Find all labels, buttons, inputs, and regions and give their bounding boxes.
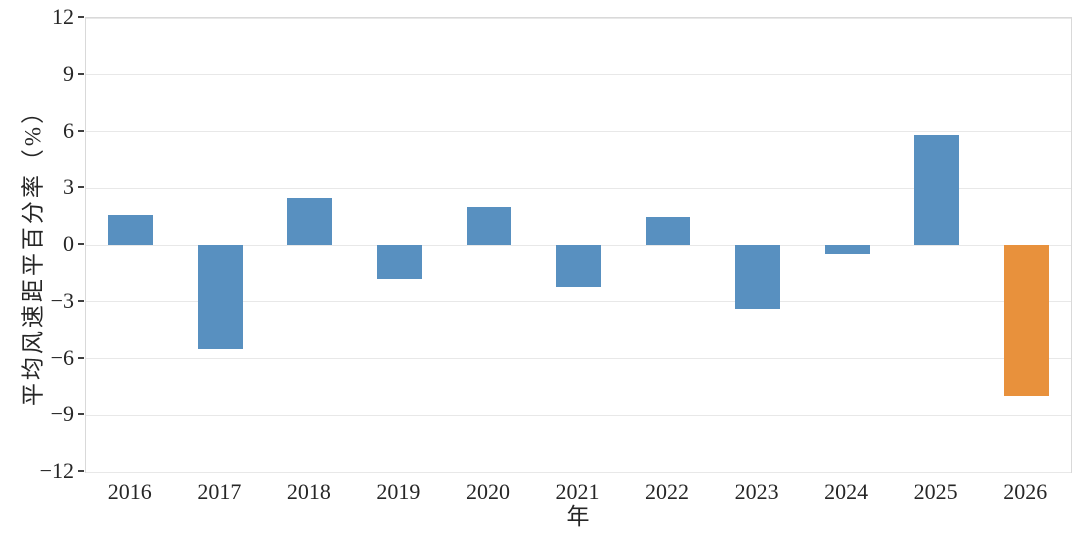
y-tick-label--12: −12: [39, 458, 74, 483]
gridline-y-12: [86, 17, 1071, 19]
plot-area: [85, 17, 1072, 473]
gridline-y-3: [86, 187, 1071, 189]
x-axis-label: 年: [566, 504, 590, 529]
gridline-y--3: [86, 301, 1071, 303]
gridline-y--9: [86, 414, 1071, 416]
y-tick-label--9: −9: [50, 401, 74, 427]
bar-2025: [914, 135, 960, 245]
gridline-y--6: [86, 358, 1071, 359]
x-tick-label-2025: 2025: [913, 479, 958, 504]
x-tick-label-2016: 2016: [107, 479, 152, 504]
x-tick-label-2017: 2017: [197, 479, 242, 504]
y-tick-label-9: 9: [63, 60, 74, 86]
y-axis-label: 平均风速距平百分率（%）: [20, 97, 46, 407]
y-tick-mark-6: [78, 129, 84, 132]
bar-2021: [556, 245, 601, 287]
bar-2016: [108, 214, 154, 245]
x-tick-label-2024: 2024: [824, 479, 869, 504]
y-tick-label--6: −6: [50, 344, 74, 370]
y-tick-mark--12: [78, 470, 84, 472]
y-tick-mark--9: [78, 413, 84, 416]
y-tick-mark-9: [78, 72, 84, 75]
gridline-y-6: [86, 131, 1071, 132]
y-tick-mark--3: [78, 299, 84, 302]
bar-2024: [824, 245, 870, 255]
x-tick-label-2022: 2022: [645, 479, 690, 504]
bar-2026: [1003, 245, 1049, 397]
x-tick-label-2020: 2020: [465, 479, 510, 504]
bar-2017: [197, 245, 243, 350]
gridline-y-9: [86, 74, 1071, 76]
x-tick-label-2023: 2023: [734, 479, 779, 504]
bar-2023: [735, 245, 780, 310]
x-tick-label-2026: 2026: [1003, 479, 1048, 504]
bar-2019: [377, 245, 422, 280]
y-tick-label-6: 6: [63, 117, 74, 143]
y-tick-label-0: 0: [63, 231, 74, 256]
y-tick-mark-12: [78, 16, 84, 18]
bar-2022: [645, 216, 691, 245]
y-tick-label-12: 12: [52, 4, 74, 29]
bar-2018: [287, 197, 333, 245]
y-tick-label--3: −3: [50, 287, 74, 313]
y-tick-mark-3: [78, 186, 84, 189]
y-tick-label-3: 3: [63, 174, 74, 200]
x-tick-label-2021: 2021: [555, 479, 600, 504]
y-tick-mark-0: [78, 243, 84, 245]
x-tick-label-2019: 2019: [376, 479, 421, 504]
gridline-y--12: [86, 471, 1071, 473]
y-tick-mark--6: [78, 356, 84, 359]
bar-2020: [466, 207, 512, 245]
x-tick-label-2018: 2018: [286, 479, 331, 504]
